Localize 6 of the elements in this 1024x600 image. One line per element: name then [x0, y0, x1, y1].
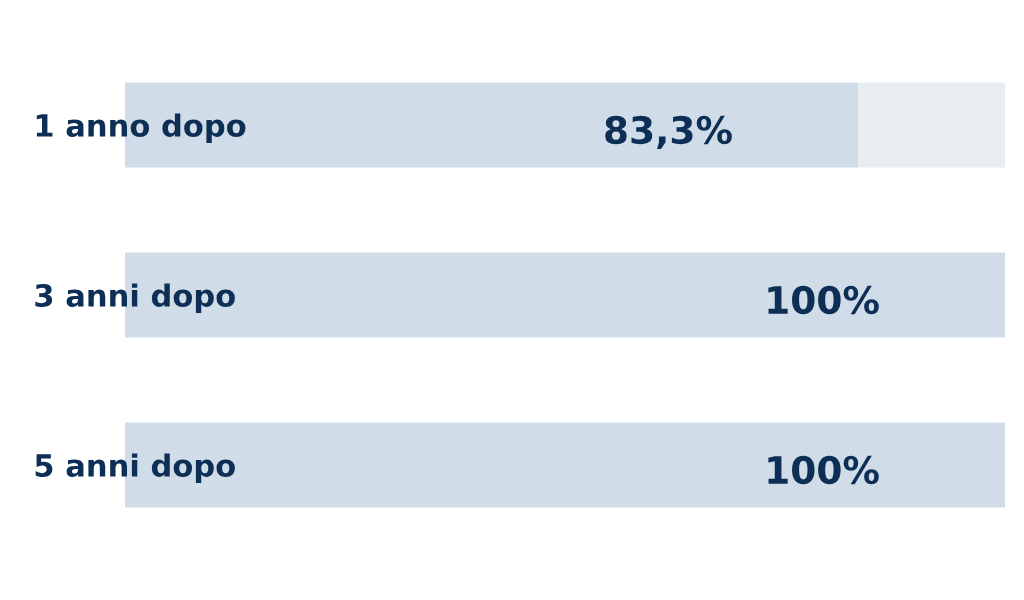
- y-tick-label: 1 anno dopo: [36, 113, 246, 143]
- data-label: 83,3%: [605, 115, 732, 150]
- data-label: 100%: [768, 285, 879, 315]
- y-tick-label: 3 anni dopo: [35, 283, 235, 313]
- data-label: 100%: [768, 455, 879, 485]
- y-tick-label: 5 anni dopo: [35, 453, 235, 483]
